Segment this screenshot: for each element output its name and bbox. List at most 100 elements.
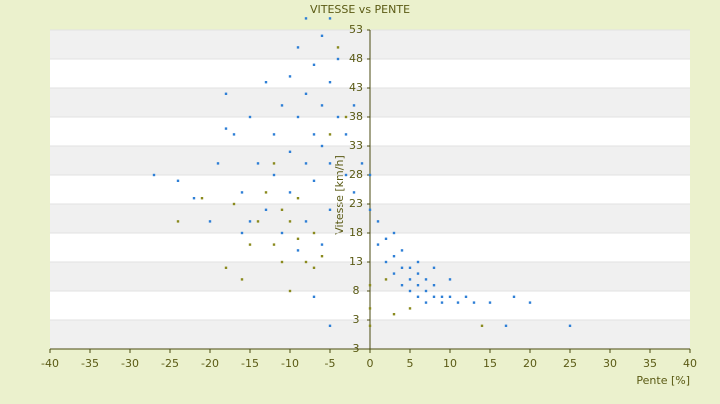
x-tick-label: -35 [81, 357, 99, 370]
point [384, 278, 388, 281]
point [344, 133, 348, 136]
y-tick-label: 3 [353, 313, 360, 326]
x-tick-label: 40 [683, 357, 697, 370]
point [472, 301, 476, 304]
y-tick-label: 48 [349, 52, 363, 65]
point [512, 295, 516, 298]
point [448, 278, 452, 281]
point [400, 266, 404, 269]
point [376, 220, 380, 223]
point [256, 162, 260, 165]
point [224, 92, 228, 95]
point [408, 266, 412, 269]
point [400, 249, 404, 252]
point [288, 191, 292, 194]
x-tick-label: 25 [563, 357, 577, 370]
point [288, 220, 292, 223]
point [328, 133, 332, 136]
point [416, 272, 420, 275]
point [368, 324, 372, 327]
point [272, 173, 276, 177]
point [352, 104, 356, 107]
point [408, 289, 412, 293]
point [152, 173, 156, 177]
point [424, 301, 428, 304]
point [296, 237, 300, 240]
point [312, 295, 316, 298]
point [408, 278, 412, 281]
point [424, 289, 428, 293]
y-tick-label: 43 [349, 81, 363, 94]
x-tick-label: -5 [325, 357, 336, 370]
point [272, 243, 276, 246]
point [528, 301, 532, 304]
point [304, 220, 308, 223]
point [392, 272, 396, 275]
x-tick-label: 35 [643, 357, 657, 370]
point [240, 231, 244, 235]
point [272, 133, 276, 136]
point [296, 249, 300, 252]
point [272, 162, 276, 165]
point [440, 295, 444, 298]
x-tick-label: 0 [367, 357, 374, 370]
point [264, 81, 268, 84]
point [320, 104, 324, 107]
point [320, 255, 324, 258]
point [488, 301, 492, 304]
point [224, 266, 228, 269]
point [248, 243, 252, 246]
point [208, 220, 212, 223]
point [368, 307, 372, 310]
point [376, 243, 380, 246]
point [320, 34, 324, 37]
point [400, 284, 404, 287]
point [384, 237, 388, 240]
point [248, 115, 252, 119]
x-tick-label: 15 [483, 357, 497, 370]
point [192, 197, 196, 200]
point [232, 133, 236, 136]
point [280, 231, 284, 235]
point [312, 133, 316, 136]
point [304, 260, 308, 264]
point [304, 17, 308, 20]
point [392, 313, 396, 316]
point [448, 295, 452, 298]
point [432, 266, 436, 269]
x-tick-label: -30 [121, 357, 139, 370]
point [304, 92, 308, 95]
x-tick-label: -25 [161, 357, 179, 370]
point [304, 162, 308, 165]
point [432, 295, 436, 298]
point [176, 179, 180, 182]
point [344, 115, 348, 119]
point [464, 295, 468, 298]
x-tick-label: 20 [523, 357, 537, 370]
y-tick-label: 13 [349, 255, 363, 268]
point [328, 208, 332, 211]
point [240, 278, 244, 281]
x-tick-label: -20 [201, 357, 219, 370]
point [344, 173, 348, 177]
point [368, 284, 372, 287]
y-tick-label: 18 [349, 226, 363, 239]
point [328, 17, 332, 20]
point [176, 220, 180, 223]
point [312, 266, 316, 269]
point [328, 81, 332, 84]
point [416, 284, 420, 287]
point [424, 278, 428, 281]
point [416, 260, 420, 264]
point [384, 260, 388, 264]
point [480, 324, 484, 327]
point [456, 301, 460, 304]
x-tick-label: 30 [603, 357, 617, 370]
point [336, 115, 340, 119]
point [288, 75, 292, 78]
point [288, 150, 292, 153]
y-tick-label: 28 [349, 168, 363, 181]
point [336, 46, 340, 49]
point [352, 191, 356, 194]
